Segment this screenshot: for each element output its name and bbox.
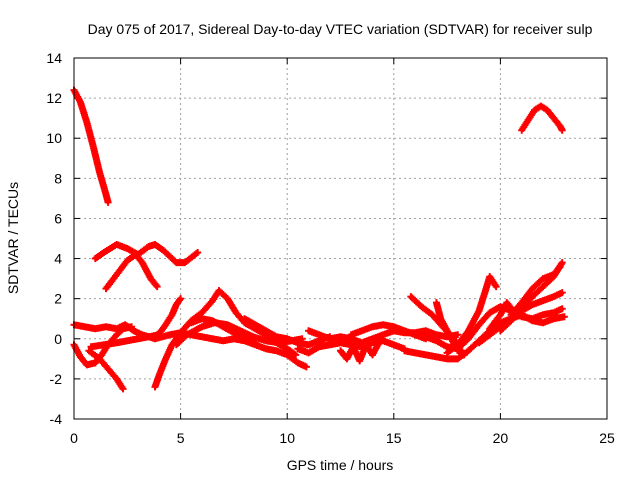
series-s2 — [91, 241, 202, 267]
y-axis-label: SDTVAR / TECUs — [5, 182, 21, 294]
x-tick-label: 15 — [386, 430, 402, 446]
data-point — [194, 249, 202, 257]
data-point — [119, 385, 127, 393]
y-tick-label: 6 — [54, 210, 62, 226]
chart-title: Day 075 of 2017, Sidereal Day-to-day VTE… — [88, 21, 593, 37]
y-tick-label: 8 — [54, 170, 62, 186]
plot-frame — [73, 57, 608, 420]
data-point — [558, 126, 566, 134]
tick-labels: 0 5 10 15 20 25 -4 -2 0 2 4 6 8 10 12 14 — [46, 50, 615, 446]
y-tick-label: 12 — [46, 90, 62, 106]
data-point — [460, 351, 468, 359]
series-s19 — [432, 299, 464, 357]
y-tick-label: 2 — [54, 291, 62, 307]
x-tick-label: 10 — [279, 430, 295, 446]
data-point — [251, 339, 259, 347]
series-s11 — [187, 315, 259, 347]
data-point — [558, 259, 566, 267]
data-marks — [70, 86, 568, 393]
data-point — [454, 331, 462, 339]
data-point — [560, 313, 568, 321]
series-s21 — [443, 273, 500, 357]
data-point — [558, 289, 566, 297]
y-tick-label: 14 — [46, 50, 62, 66]
data-point — [375, 339, 383, 347]
x-tick-label: 20 — [493, 430, 509, 446]
data-point — [292, 351, 300, 359]
data-point — [104, 198, 112, 206]
data-point — [302, 363, 310, 371]
series-s9 — [151, 295, 185, 341]
data-point — [153, 283, 161, 291]
series-s15 — [337, 339, 383, 365]
ticks — [73, 57, 608, 420]
series-s3 — [102, 251, 161, 293]
y-tick-label: -4 — [50, 411, 63, 427]
series-s25 — [507, 263, 564, 319]
y-tick-label: 10 — [46, 130, 62, 146]
y-tick-label: -2 — [50, 371, 63, 387]
x-tick-label: 0 — [70, 430, 78, 446]
grid — [74, 58, 607, 419]
data-point — [128, 323, 136, 331]
y-tick-label: 4 — [54, 251, 62, 267]
y-tick-label: 0 — [54, 331, 62, 347]
x-tick-label: 25 — [599, 430, 615, 446]
series-s26 — [518, 102, 566, 134]
data-point — [177, 295, 185, 303]
x-tick-label: 5 — [177, 430, 185, 446]
data-point — [558, 305, 566, 313]
x-axis-label: GPS time / hours — [287, 457, 394, 473]
data-point — [556, 263, 564, 271]
series-s1 — [70, 86, 112, 206]
data-point — [492, 283, 500, 291]
